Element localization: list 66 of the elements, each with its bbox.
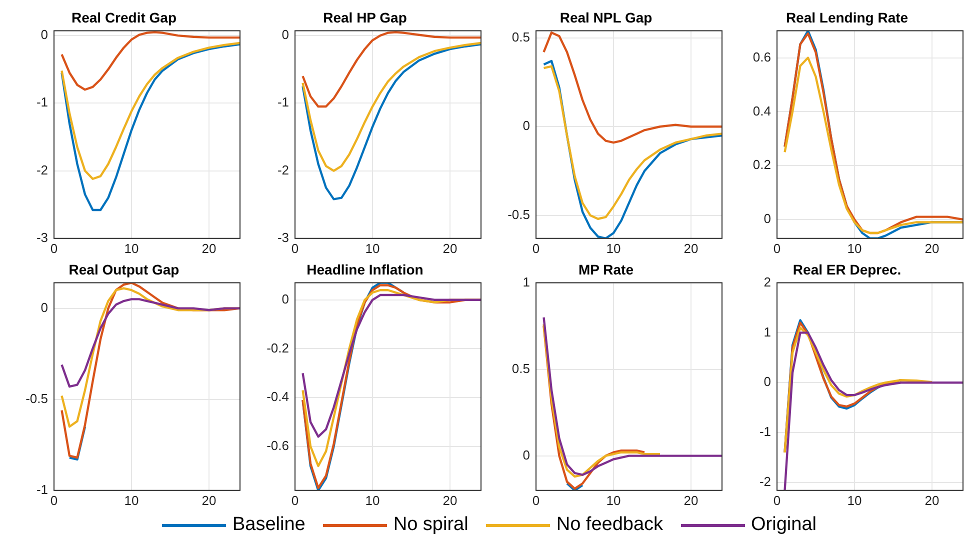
legend-label: Original — [751, 514, 817, 536]
y-tick-label: -0.5 — [26, 390, 48, 406]
x-tick-label: 0 — [532, 492, 540, 508]
legend-label: No feedback — [556, 514, 664, 536]
x-tick-label: 10 — [606, 492, 621, 508]
y-tick-label: 0 — [522, 447, 530, 462]
chart-title: Real Credit Gap — [71, 9, 177, 26]
y-tick-label: 2 — [764, 274, 771, 290]
x-tick-label: 20 — [684, 240, 698, 256]
y-tick-label: -2 — [36, 162, 48, 178]
x-tick-label: 0 — [773, 240, 781, 256]
chart-title: Real HP Gap — [323, 9, 407, 26]
y-tick-label: 1 — [522, 274, 530, 290]
chart-title: Real Lending Rate — [786, 9, 908, 26]
x-tick-label: 0 — [50, 492, 58, 508]
x-tick-label: 20 — [442, 492, 458, 508]
y-tick-label: 0 — [40, 27, 48, 42]
y-tick-label: -1 — [277, 94, 289, 110]
x-tick-label: 20 — [684, 492, 698, 508]
x-tick-label: 0 — [773, 492, 781, 508]
x-tick-label: 10 — [365, 492, 380, 508]
y-tick-label: -0.2 — [266, 340, 289, 356]
chart-title: MP Rate — [578, 261, 634, 278]
y-tick-label: 0 — [282, 27, 289, 42]
x-tick-label: 0 — [291, 240, 299, 256]
y-tick-label: 0.2 — [752, 157, 771, 172]
x-tick-label: 10 — [606, 240, 621, 256]
chart-title: Real ER Deprec. — [792, 261, 902, 278]
chart-title: Real Output Gap — [68, 261, 180, 278]
x-tick-label: 0 — [291, 492, 299, 508]
x-tick-label: 0 — [532, 240, 540, 256]
chart-title: Headline Inflation — [306, 261, 424, 278]
y-tick-label: -1 — [759, 424, 771, 440]
y-tick-label: -2 — [277, 162, 289, 178]
legend-label: Baseline — [232, 514, 306, 536]
y-tick-label: 0 — [40, 300, 48, 315]
chart-title: Real NPL Gap — [560, 9, 652, 26]
y-tick-label: 0.5 — [512, 29, 530, 44]
y-tick-label: -3 — [277, 230, 289, 245]
x-tick-label: 10 — [365, 240, 380, 256]
y-tick-label: 0 — [522, 118, 530, 134]
y-tick-label: 0 — [282, 291, 289, 306]
x-tick-label: 20 — [924, 240, 940, 256]
x-tick-label: 20 — [924, 492, 940, 508]
y-tick-label: 1 — [764, 324, 771, 340]
y-tick-label: -3 — [36, 230, 48, 245]
y-tick-label: -1 — [36, 482, 48, 497]
y-tick-label: -1 — [36, 94, 48, 110]
y-tick-label: -0.6 — [266, 438, 289, 454]
x-tick-label: 10 — [847, 240, 862, 256]
y-tick-label: 0.4 — [752, 103, 771, 118]
y-tick-label: -0.5 — [508, 206, 530, 222]
x-tick-label: 0 — [50, 240, 58, 256]
x-tick-label: 10 — [124, 240, 139, 256]
x-tick-label: 20 — [202, 492, 216, 508]
y-tick-label: -2 — [759, 474, 771, 489]
y-tick-label: 0 — [764, 374, 771, 390]
x-tick-label: 10 — [847, 492, 862, 508]
x-tick-label: 10 — [124, 492, 139, 508]
x-tick-label: 20 — [202, 240, 216, 256]
x-tick-label: 20 — [442, 240, 458, 256]
y-tick-label: 0.6 — [752, 49, 771, 64]
y-tick-label: 0.5 — [512, 360, 530, 376]
y-tick-label: -0.4 — [266, 389, 289, 404]
legend-label: No spiral — [393, 514, 468, 536]
y-tick-label: 0 — [764, 211, 771, 226]
